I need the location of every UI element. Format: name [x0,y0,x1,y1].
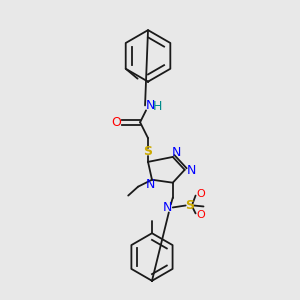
Text: S: S [185,199,194,212]
Text: N: N [145,178,155,191]
Text: O: O [111,116,121,129]
Text: H: H [153,100,163,113]
Text: N: N [187,164,196,177]
Text: O: O [196,189,205,199]
Text: S: S [143,146,152,158]
Text: O: O [196,210,205,220]
Text: N: N [145,99,155,112]
Text: N: N [172,146,182,160]
Text: N: N [163,201,172,214]
